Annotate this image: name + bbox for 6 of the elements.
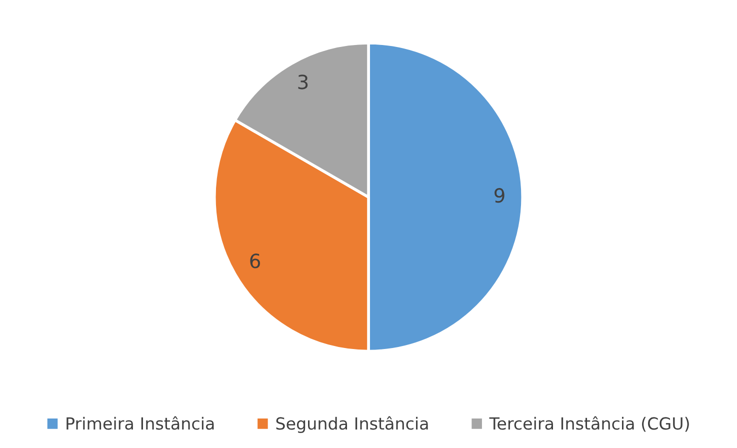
legend-label: Terceira Instância (CGU) [489,416,689,432]
data-label: 3 [298,74,308,90]
legend-label: Segunda Instância [276,416,428,433]
data-label: 9 [494,188,504,203]
data-label: 6 [250,254,260,268]
legend-label: Primeira Instância [66,416,214,430]
